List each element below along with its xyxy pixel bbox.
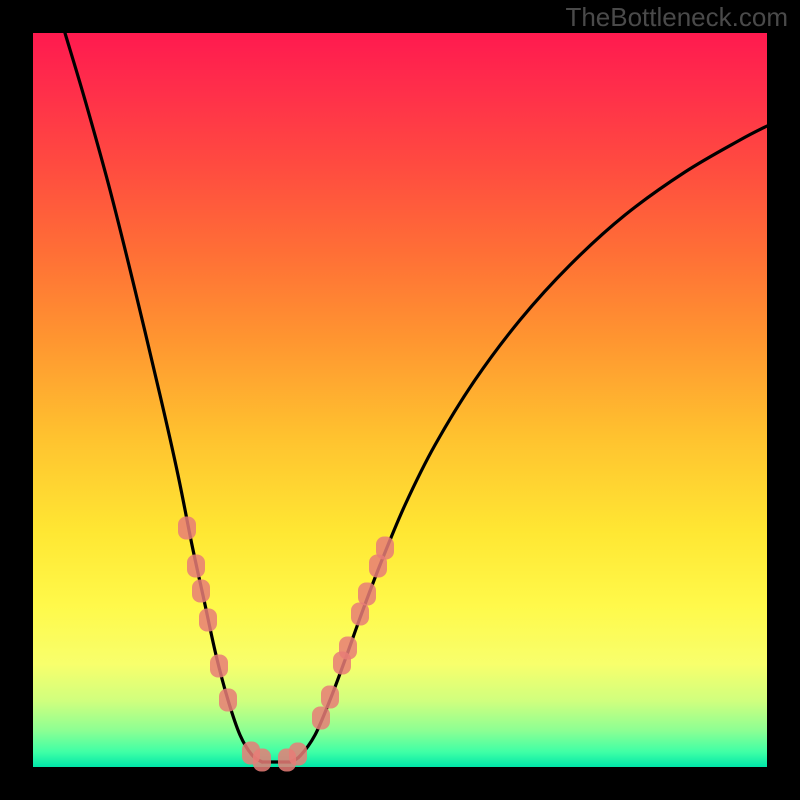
- figure-container: TheBottleneck.com: [0, 0, 800, 800]
- plot-area: [33, 33, 767, 767]
- watermark-text: TheBottleneck.com: [565, 2, 788, 33]
